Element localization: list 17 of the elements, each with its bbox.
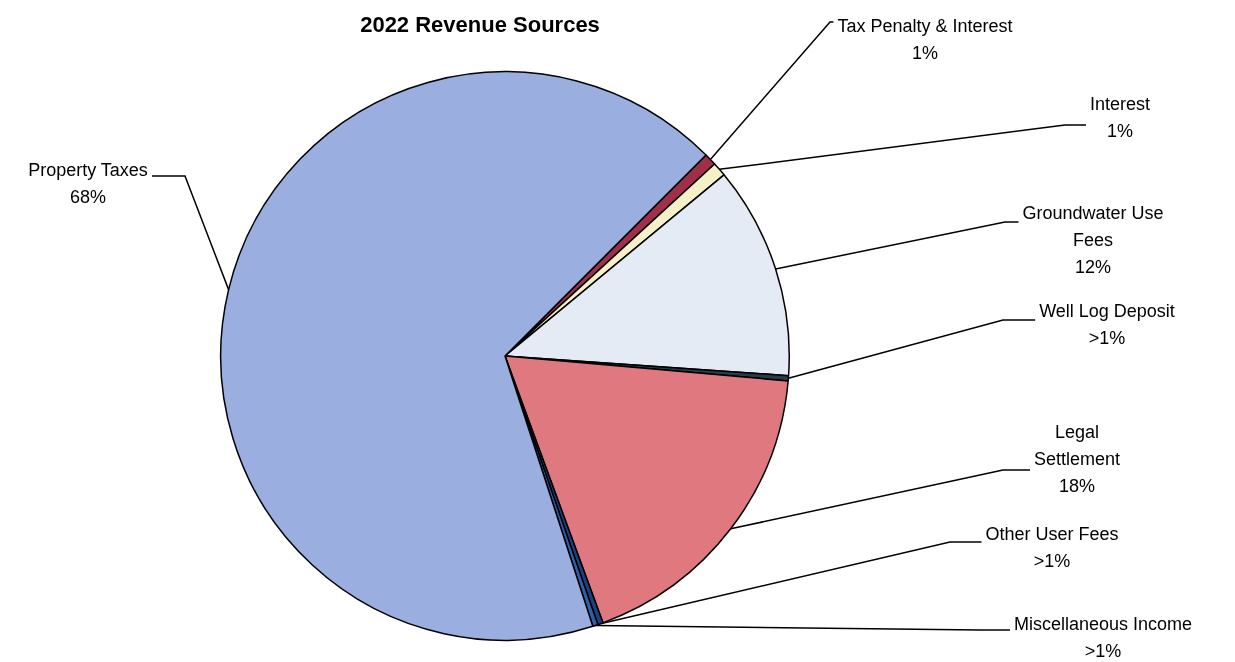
data-label: 12% [1074,256,1112,277]
chart-title: 2022 Revenue Sources [360,12,600,38]
data-label: >1% [1033,550,1071,571]
data-label: >1% [1084,640,1122,661]
data-label: 1% [1106,120,1134,141]
slice-label: Other User Fees [985,523,1119,544]
slice-label: Property Taxes [28,159,148,180]
data-label: >1% [1088,327,1126,348]
slice-label: Tax Penalty & Interest [837,15,1013,36]
data-label: 68% [69,186,107,207]
data-label: 18% [1058,475,1096,496]
slice-label: Interest [1089,93,1151,114]
data-label: 1% [911,42,939,63]
slice-label: Groundwater Use Fees [1022,202,1164,250]
slice-label: Legal Settlement [1033,421,1121,469]
slice-label: Well Log Deposit [1039,300,1175,321]
slice-label: Miscellaneous Income [1013,613,1193,634]
